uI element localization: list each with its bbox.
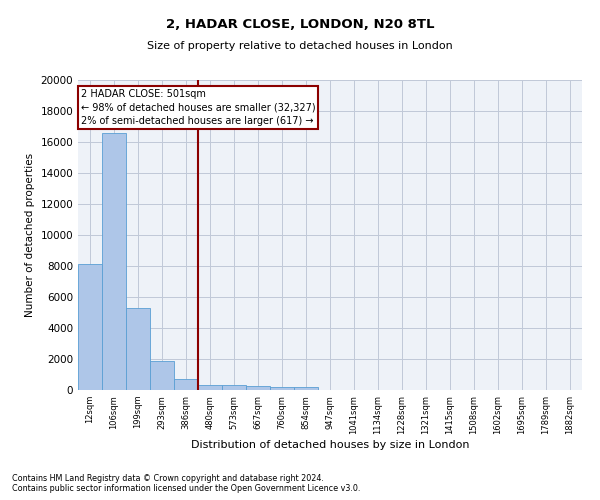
Bar [294,387,318,390]
Text: 2, HADAR CLOSE, LONDON, N20 8TL: 2, HADAR CLOSE, LONDON, N20 8TL [166,18,434,30]
Bar [222,386,246,390]
Text: Contains public sector information licensed under the Open Government Licence v3: Contains public sector information licen… [12,484,361,493]
X-axis label: Distribution of detached houses by size in London: Distribution of detached houses by size … [191,440,469,450]
Text: Contains HM Land Registry data © Crown copyright and database right 2024.: Contains HM Land Registry data © Crown c… [12,474,324,483]
Bar [126,308,150,390]
Bar [102,132,126,390]
Text: Size of property relative to detached houses in London: Size of property relative to detached ho… [147,41,453,51]
Bar [174,379,198,390]
Text: 2 HADAR CLOSE: 501sqm
← 98% of detached houses are smaller (32,327)
2% of semi-d: 2 HADAR CLOSE: 501sqm ← 98% of detached … [80,90,315,126]
Bar [246,386,270,390]
Bar [270,387,294,390]
Bar [78,264,102,390]
Y-axis label: Number of detached properties: Number of detached properties [25,153,35,317]
Bar [150,362,174,390]
Bar [198,384,222,390]
